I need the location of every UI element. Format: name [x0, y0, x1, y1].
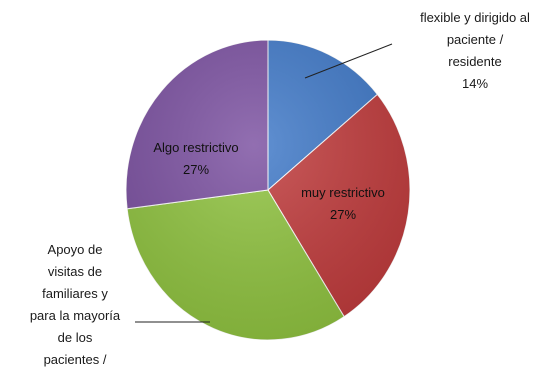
slice-label-1: flexible y dirigido al paciente / resident… [420, 10, 530, 91]
slice-label-line: de los [58, 330, 93, 345]
leader-lines [135, 43, 393, 323]
slice-label-line: flexible y dirigido al [420, 10, 530, 25]
slice-label-line: 14% [462, 76, 488, 91]
pie-slice-4 [125, 39, 269, 210]
slice-label-line: familiares y [42, 286, 108, 301]
slice-label-3: Apoyo de visitas de familiares y para la ma… [30, 242, 121, 367]
slice-label-line: para la mayoría [30, 308, 121, 323]
slice-label-line: muy restrictivo [301, 185, 385, 200]
slice-label-line: 27% [330, 207, 356, 222]
slice-label-4: Algo restrictivo 27% [153, 140, 238, 177]
slice-labels: flexible y dirigido al paciente / resident… [30, 10, 530, 367]
slice-label-line: Algo restrictivo [153, 140, 238, 155]
leader-line-1 [304, 43, 393, 79]
slice-label-line: Apoyo de [48, 242, 103, 257]
slice-label-line: residente [448, 54, 501, 69]
slice-label-2: muy restrictivo 27% [301, 185, 385, 222]
slice-label-line: paciente / [447, 32, 504, 47]
slice-label-line: visitas de [48, 264, 102, 279]
slice-label-line: pacientes / [44, 352, 107, 367]
slice-label-line: 27% [183, 162, 209, 177]
